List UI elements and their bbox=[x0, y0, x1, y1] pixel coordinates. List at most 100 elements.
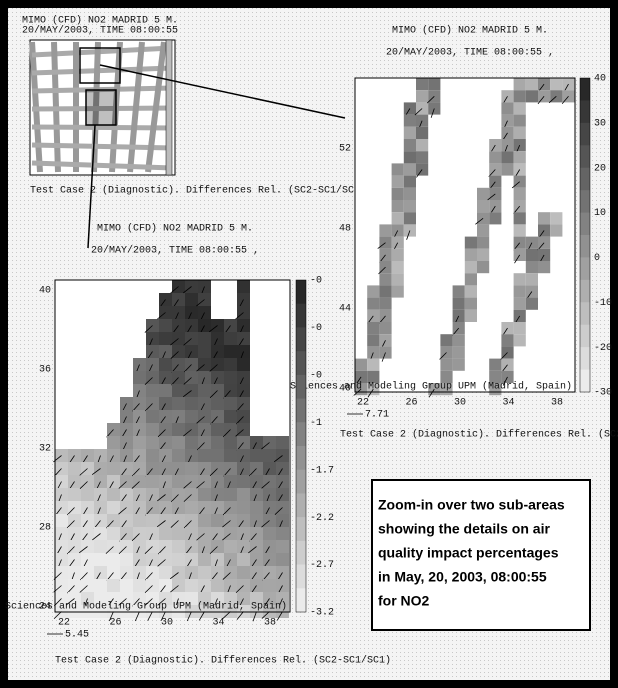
colorbar-label: 0 bbox=[594, 253, 600, 264]
cell bbox=[94, 579, 107, 592]
cell bbox=[391, 261, 404, 274]
cell bbox=[68, 488, 81, 501]
wind-vector bbox=[157, 559, 166, 567]
cell bbox=[477, 236, 490, 249]
x-tick-label: 34 bbox=[502, 398, 514, 409]
cell bbox=[489, 200, 502, 213]
cell bbox=[464, 248, 477, 261]
x-tick-label: 30 bbox=[454, 398, 466, 409]
wind-vector bbox=[236, 416, 244, 425]
street bbox=[31, 160, 173, 171]
cell bbox=[379, 297, 392, 310]
cell bbox=[391, 163, 404, 176]
wind-vector bbox=[160, 611, 166, 622]
cell bbox=[513, 334, 526, 347]
cell bbox=[416, 151, 429, 164]
cell bbox=[403, 126, 416, 139]
wind-vector bbox=[196, 299, 205, 307]
panel-subtitle: 20/MAY/2003, TIME 08:00:55 , bbox=[386, 47, 554, 59]
cell bbox=[379, 273, 392, 286]
cell bbox=[550, 212, 563, 225]
cell bbox=[464, 261, 477, 274]
wind-vector bbox=[261, 442, 270, 450]
wind-vector bbox=[118, 481, 127, 489]
cell bbox=[525, 273, 538, 286]
wind-vector bbox=[414, 108, 423, 116]
cell bbox=[367, 370, 380, 383]
wind-vector bbox=[144, 585, 153, 594]
cell bbox=[489, 187, 502, 200]
wind-vector bbox=[537, 96, 545, 105]
colorbar-segment bbox=[296, 327, 306, 352]
cell bbox=[146, 514, 159, 527]
cell bbox=[440, 370, 453, 383]
wind-vector bbox=[170, 338, 179, 346]
wind-vector bbox=[561, 96, 569, 104]
cell bbox=[452, 334, 465, 347]
cell bbox=[477, 261, 490, 274]
colorbar-label: -2.7 bbox=[310, 560, 334, 571]
wind-vector bbox=[196, 533, 205, 541]
colorbar-label: -0 bbox=[310, 276, 322, 287]
wind-vector bbox=[67, 546, 75, 555]
cell bbox=[452, 297, 465, 310]
wind-vector bbox=[252, 611, 257, 622]
cell bbox=[452, 346, 465, 359]
cell bbox=[489, 212, 502, 225]
cell bbox=[355, 358, 368, 371]
credit: Environmental Sciences and Modeling Grou… bbox=[0, 601, 287, 613]
cell bbox=[224, 488, 237, 501]
wind-vector bbox=[170, 494, 179, 503]
cell bbox=[391, 248, 404, 261]
cell bbox=[133, 514, 146, 527]
callout-line: quality impact percentages bbox=[378, 545, 559, 561]
colorbar-label: 10 bbox=[594, 208, 606, 219]
cell bbox=[276, 553, 289, 566]
x-tick-label: 38 bbox=[551, 398, 563, 409]
colorbar-label: -10 bbox=[594, 298, 612, 309]
wind-vector bbox=[67, 585, 75, 594]
wind-vector bbox=[248, 468, 257, 477]
colorbar-segment bbox=[296, 469, 306, 494]
cell bbox=[562, 90, 575, 103]
cell bbox=[416, 90, 429, 103]
wind-vector bbox=[196, 364, 205, 372]
cell bbox=[403, 139, 416, 152]
thumb-caption: Test Case 2 (Diagnostic). Differences Re… bbox=[30, 185, 366, 197]
wind-vector bbox=[487, 193, 496, 201]
wind-vector bbox=[131, 533, 140, 542]
wind-vector bbox=[428, 388, 435, 398]
cell bbox=[403, 187, 416, 200]
wind-vector bbox=[106, 520, 114, 529]
cell bbox=[250, 501, 263, 514]
cell bbox=[263, 527, 276, 540]
cell bbox=[464, 273, 477, 286]
wind-vector bbox=[156, 520, 166, 528]
cell bbox=[159, 358, 172, 371]
colorbar-segment bbox=[296, 280, 306, 305]
cell bbox=[452, 285, 465, 298]
cell bbox=[513, 78, 526, 91]
cell bbox=[185, 579, 198, 592]
cell bbox=[464, 297, 477, 310]
street bbox=[127, 41, 145, 173]
wind-vector bbox=[406, 230, 411, 240]
wind-vector bbox=[79, 481, 88, 490]
colorbar-label: 20 bbox=[594, 163, 606, 174]
cell bbox=[464, 236, 477, 249]
wind-vector bbox=[261, 481, 270, 489]
cell bbox=[263, 579, 276, 592]
cell bbox=[198, 345, 211, 358]
cell bbox=[146, 449, 159, 462]
vector-scale: 5.45 bbox=[65, 630, 89, 641]
wind-vector bbox=[196, 481, 205, 489]
wind-vector bbox=[145, 572, 153, 581]
pointer bbox=[87, 124, 96, 249]
cell bbox=[525, 297, 538, 310]
cell bbox=[198, 514, 211, 527]
cell bbox=[172, 540, 185, 553]
wind-vector bbox=[548, 96, 557, 104]
callout-line: in May, 20, 2003, 08:00:55 bbox=[378, 569, 547, 585]
cell bbox=[224, 410, 237, 423]
wind-vector bbox=[66, 520, 75, 529]
